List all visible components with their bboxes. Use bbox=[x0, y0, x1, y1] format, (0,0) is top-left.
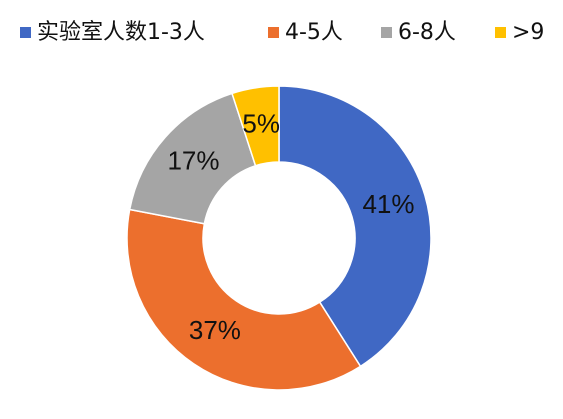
legend-swatch bbox=[381, 27, 392, 38]
slice-label: 37% bbox=[189, 315, 241, 345]
legend-text: 实验室人数1-3人 bbox=[37, 20, 205, 45]
legend-text: >9 bbox=[512, 20, 544, 45]
slice-label: 5% bbox=[242, 108, 280, 138]
legend-swatch bbox=[495, 27, 506, 38]
donut-slice bbox=[231, 85, 280, 167]
legend-swatch bbox=[20, 27, 31, 38]
donut-slice bbox=[278, 85, 432, 368]
legend-swatch bbox=[268, 27, 279, 38]
donut-slice bbox=[126, 208, 362, 391]
slice-label: 41% bbox=[362, 189, 414, 219]
legend-text: 6-8人 bbox=[398, 20, 456, 45]
legend-text: 4-5人 bbox=[285, 20, 343, 45]
slice-label: 17% bbox=[167, 145, 219, 175]
